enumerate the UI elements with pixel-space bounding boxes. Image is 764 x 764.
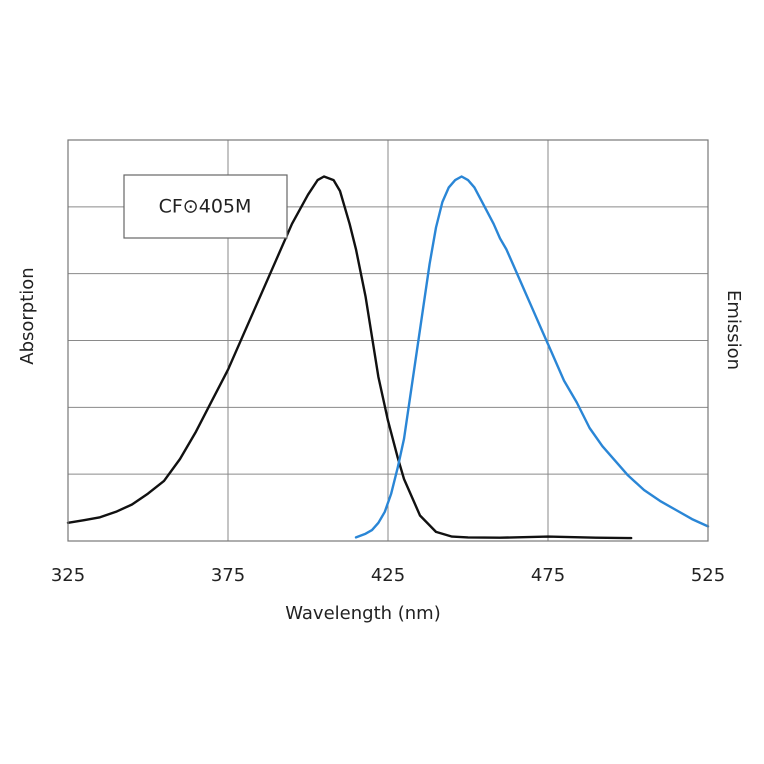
absorption-curve: [66, 175, 633, 540]
data-curves: [66, 175, 710, 540]
legend-label: CF⊙405M: [159, 196, 252, 218]
emission-curve: [354, 175, 710, 539]
legend-frame: [123, 174, 288, 239]
x-tick-label: 325: [51, 565, 85, 586]
x-axis-title: Wavelength (nm): [285, 603, 441, 624]
y-axis-title-right: Emission: [723, 290, 744, 370]
plot-frame: [67, 139, 709, 542]
y-axis-title-left: Absorption: [17, 267, 38, 364]
x-tick-label: 525: [691, 565, 725, 586]
x-tick-label: 425: [371, 565, 405, 586]
legend-box: CF⊙405M: [123, 174, 288, 239]
x-tick-labels: 325 375 425 475 525: [51, 565, 725, 586]
x-tick-label: 375: [211, 565, 245, 586]
x-tick-label: 475: [531, 565, 565, 586]
